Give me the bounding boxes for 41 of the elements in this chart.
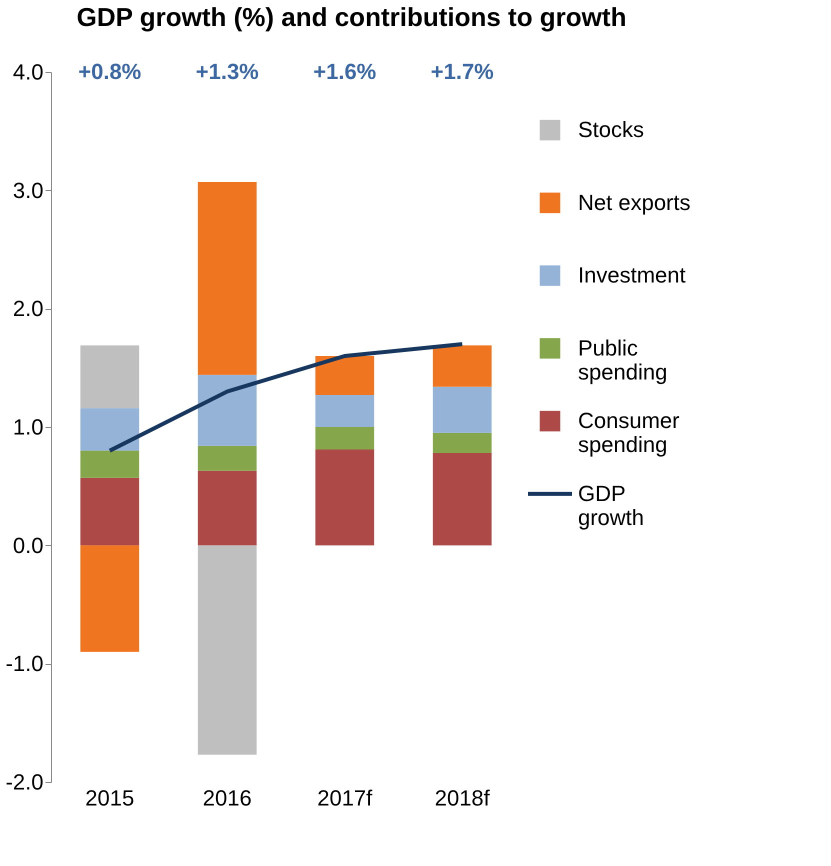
bar xyxy=(432,386,492,433)
bar xyxy=(198,182,257,375)
bar xyxy=(315,356,374,396)
bar xyxy=(198,470,257,546)
legend-label: Net exports xyxy=(578,190,690,215)
bar xyxy=(432,432,492,454)
bar xyxy=(198,374,257,446)
bar xyxy=(432,453,492,546)
annotation: +1.6% xyxy=(313,59,376,84)
legend-label: Public spending xyxy=(578,335,668,384)
bar xyxy=(80,478,140,546)
legend-label: GDP growth xyxy=(578,480,644,530)
bar xyxy=(80,545,140,652)
annotation: +0.8% xyxy=(78,59,142,84)
legend-label: Consumer spending xyxy=(578,408,680,458)
y-tick-label: -1.0 xyxy=(6,651,44,676)
chart-title: GDP growth (%) and contributions to growth xyxy=(76,2,626,32)
x-tick-label: 2016 xyxy=(202,786,252,810)
annotation: +1.3% xyxy=(196,59,259,84)
legend-label: Stocks xyxy=(578,117,644,142)
y-tick-label: 0.0 xyxy=(12,532,44,558)
bar xyxy=(315,427,374,450)
bar xyxy=(315,395,374,427)
bar xyxy=(198,545,257,755)
x-tick-label: 2015 xyxy=(85,786,134,810)
annotation: +1.7% xyxy=(430,59,494,84)
y-tick-label: 1.0 xyxy=(12,414,44,440)
bar xyxy=(80,408,140,451)
bar xyxy=(432,345,492,387)
bar xyxy=(80,450,140,478)
x-tick-label: 2017f xyxy=(317,786,374,810)
legend-label: Investment xyxy=(578,262,686,288)
bar xyxy=(198,446,257,471)
y-tick-label: 2.0 xyxy=(12,296,44,322)
bar xyxy=(80,345,140,408)
y-tick-label: -2.0 xyxy=(6,770,44,794)
line-series xyxy=(108,342,464,453)
y-tick-label: 3.0 xyxy=(12,178,44,203)
x-tick-label: 2018f xyxy=(434,786,491,810)
bar xyxy=(315,449,374,546)
y-tick-label: 4.0 xyxy=(12,60,44,84)
